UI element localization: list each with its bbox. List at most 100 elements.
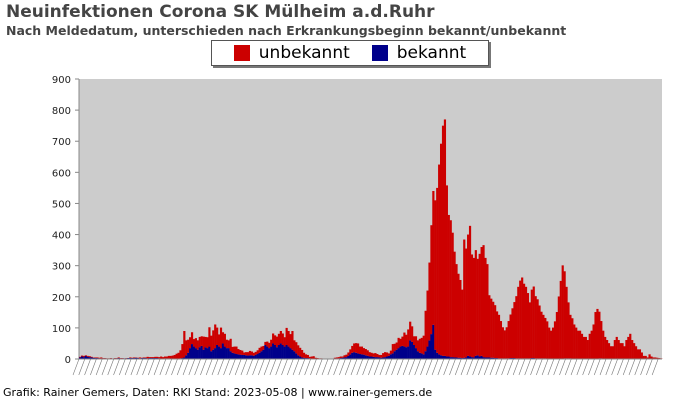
bar-unbekannt: [391, 344, 394, 354]
bar-unbekannt: [536, 299, 539, 359]
bar-unbekannt: [264, 341, 267, 345]
bar-unbekannt: [98, 357, 101, 359]
bar-bekannt: [233, 353, 236, 359]
x-tick: [651, 358, 659, 376]
bar-unbekannt: [401, 336, 404, 346]
bar-bekannt: [372, 356, 375, 359]
bar-bekannt: [470, 357, 474, 359]
bar-bekannt: [426, 346, 429, 359]
bar-unbekannt: [509, 314, 512, 359]
bar-unbekannt: [175, 353, 178, 359]
bar-unbekannt: [596, 308, 599, 359]
x-tick: [148, 358, 155, 376]
x-tick: [391, 358, 398, 376]
bar-unbekannt: [165, 356, 169, 359]
x-tick: [315, 358, 323, 376]
bar-bekannt: [183, 357, 186, 359]
bar-unbekannt: [291, 331, 294, 350]
bar-unbekannt: [548, 327, 551, 359]
bar-bekannt: [92, 357, 95, 359]
bar-bekannt: [187, 352, 190, 359]
bar-unbekannt: [594, 312, 597, 359]
bar-unbekannt: [395, 342, 398, 350]
x-tick: [605, 358, 613, 376]
bar-unbekannt: [449, 220, 452, 358]
bar-bekannt: [279, 343, 282, 359]
bar-unbekannt: [355, 343, 358, 353]
bar-bekannt: [395, 349, 398, 359]
x-tick: [350, 358, 358, 376]
bar-unbekannt: [345, 354, 348, 358]
x-tick: [634, 358, 642, 376]
bar-bekannt: [198, 347, 201, 359]
bar-unbekannt: [453, 251, 456, 358]
bar-unbekannt: [501, 327, 504, 359]
x-tick: [379, 358, 387, 376]
bar-unbekannt: [366, 350, 369, 356]
bar-unbekannt: [310, 356, 313, 359]
x-tick: [200, 358, 207, 376]
x-tick: [176, 358, 184, 376]
legend-item-unbekannt: unbekannt: [233, 43, 350, 63]
x-tick: [640, 358, 647, 376]
bar-unbekannt: [173, 354, 176, 359]
bar-unbekannt: [652, 357, 655, 359]
bar-unbekannt: [289, 334, 292, 349]
bar-unbekannt: [650, 356, 653, 359]
bar-unbekannt: [129, 357, 132, 359]
bar-bekannt: [472, 357, 475, 359]
bar-unbekannt: [88, 356, 91, 358]
bar-unbekannt: [167, 355, 170, 359]
bar-unbekannt: [569, 314, 572, 359]
bar-unbekannt: [384, 352, 387, 358]
x-tick: [229, 358, 236, 376]
bar-unbekannt: [617, 340, 620, 359]
bar-unbekannt: [293, 340, 296, 352]
bar-unbekannt: [158, 357, 161, 359]
bar-unbekannt: [580, 333, 584, 359]
bar-unbekannt: [138, 357, 142, 359]
bar-unbekannt: [277, 333, 281, 345]
bar-unbekannt: [221, 332, 225, 344]
bar-unbekannt: [447, 214, 450, 357]
bar-unbekannt: [604, 336, 607, 359]
x-tick: [258, 358, 265, 376]
bar-unbekannt: [403, 332, 406, 347]
footer-credit: Grafik: Rainer Gemers, Daten: RKI Stand:…: [3, 386, 433, 399]
bar-bekannt: [389, 354, 392, 359]
bar-unbekannt: [154, 356, 157, 359]
bar-bekannt: [295, 353, 298, 359]
bar-unbekannt: [301, 349, 304, 358]
bar-unbekannt: [420, 337, 423, 354]
bar-unbekannt: [553, 321, 557, 359]
bar-bekannt: [229, 351, 232, 359]
bar-unbekannt: [372, 353, 375, 357]
bar-unbekannt: [577, 330, 580, 359]
bar-unbekannt: [389, 350, 392, 355]
bar-bekannt: [492, 357, 495, 359]
bar-unbekannt: [279, 331, 282, 344]
bar-unbekannt: [387, 353, 391, 356]
bar-unbekannt: [341, 356, 344, 358]
x-tick: [420, 358, 427, 376]
y-tick-label: 600: [52, 168, 71, 179]
bar-unbekannt: [297, 345, 300, 356]
x-tick: [223, 358, 230, 376]
bar-unbekannt: [227, 340, 230, 349]
bar-unbekannt: [441, 125, 445, 356]
x-tick: [414, 358, 421, 376]
bar-bekannt: [227, 348, 230, 359]
bar-unbekannt: [272, 333, 275, 344]
x-tick: [246, 358, 254, 376]
bar-bekannt: [368, 356, 371, 359]
bar-unbekannt: [578, 330, 582, 359]
bar-bekannt: [200, 345, 203, 359]
bar-bekannt: [79, 357, 82, 359]
bar-unbekannt: [250, 351, 253, 356]
bar-unbekannt: [299, 347, 302, 357]
x-tick: [281, 358, 288, 376]
bar-bekannt: [134, 357, 138, 359]
bar-unbekannt: [162, 357, 165, 359]
bar-unbekannt: [588, 333, 591, 359]
x-tick: [205, 358, 213, 376]
